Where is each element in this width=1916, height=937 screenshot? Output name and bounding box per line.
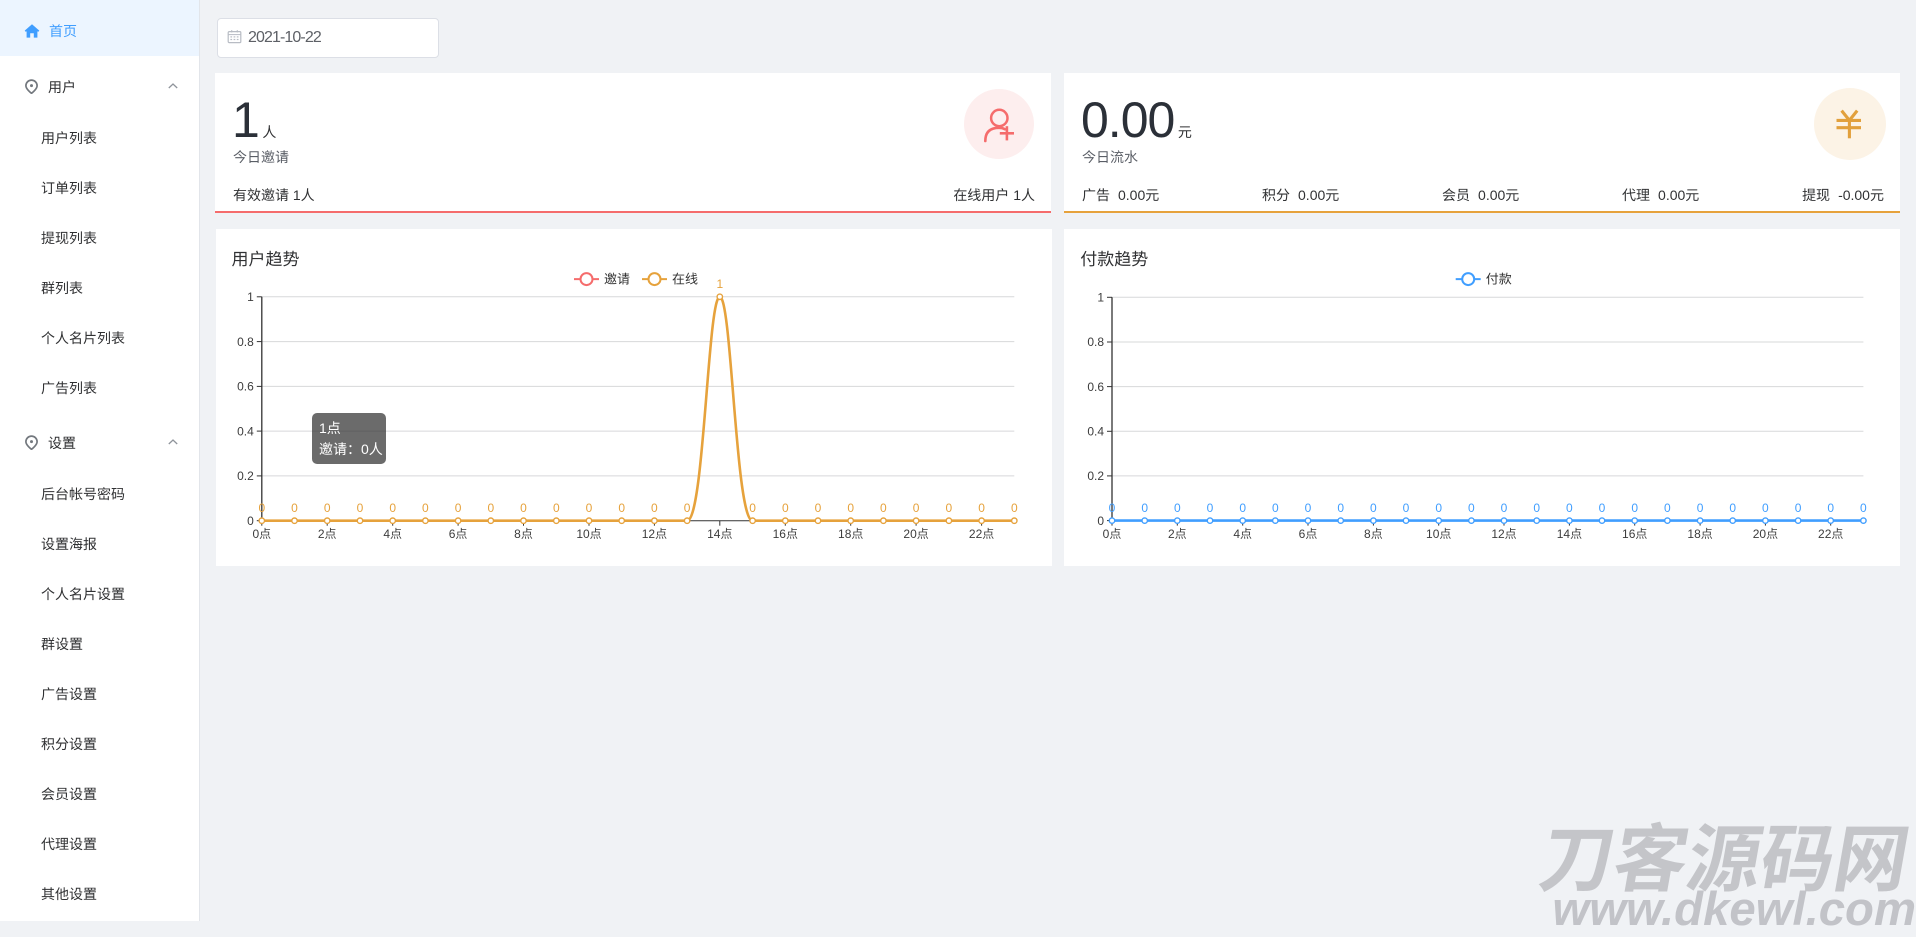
svg-text:0: 0: [847, 501, 854, 515]
svg-text:0: 0: [487, 501, 494, 515]
svg-text:0.6: 0.6: [237, 379, 254, 393]
svg-text:0: 0: [1730, 500, 1737, 514]
svg-text:1: 1: [1098, 290, 1105, 304]
svg-text:0: 0: [1338, 500, 1345, 514]
svg-text:0: 0: [1305, 500, 1312, 514]
svg-text:20点: 20点: [903, 527, 928, 541]
svg-text:付款: 付款: [1486, 271, 1512, 286]
svg-text:0.6: 0.6: [1088, 379, 1105, 393]
svg-text:0: 0: [585, 501, 592, 515]
svg-text:0点: 0点: [1103, 527, 1122, 541]
svg-text:0: 0: [1207, 500, 1214, 514]
svg-text:0: 0: [1664, 500, 1671, 514]
svg-text:0: 0: [749, 501, 756, 515]
svg-text:1: 1: [247, 290, 254, 304]
svg-text:0: 0: [356, 501, 363, 515]
svg-text:0: 0: [422, 501, 429, 515]
svg-text:0: 0: [1599, 500, 1606, 514]
svg-text:0: 0: [1566, 500, 1573, 514]
svg-text:0: 0: [1468, 500, 1475, 514]
svg-text:12点: 12点: [1492, 527, 1517, 541]
svg-text:0.4: 0.4: [237, 424, 254, 438]
svg-text:22点: 22点: [1818, 527, 1843, 541]
svg-text:0: 0: [1098, 513, 1105, 527]
svg-text:0点: 0点: [252, 527, 271, 541]
svg-text:6点: 6点: [448, 527, 467, 541]
svg-text:20点: 20点: [1753, 527, 1778, 541]
svg-text:18点: 18点: [838, 527, 863, 541]
svg-text:0: 0: [1860, 500, 1867, 514]
svg-text:在线: 在线: [672, 271, 698, 286]
svg-text:16点: 16点: [1622, 527, 1647, 541]
svg-text:0: 0: [1632, 500, 1639, 514]
svg-text:0: 0: [880, 501, 887, 515]
svg-text:0: 0: [1403, 500, 1410, 514]
svg-text:0: 0: [1697, 500, 1704, 514]
svg-text:0: 0: [1174, 500, 1181, 514]
svg-text:4点: 4点: [1234, 527, 1253, 541]
svg-text:0: 0: [1501, 500, 1508, 514]
svg-text:14点: 14点: [1557, 527, 1582, 541]
svg-text:22点: 22点: [968, 527, 993, 541]
svg-text:0: 0: [291, 501, 298, 515]
svg-text:0.2: 0.2: [1088, 469, 1105, 483]
svg-text:0: 0: [618, 501, 625, 515]
svg-text:0.2: 0.2: [237, 469, 254, 483]
svg-text:0: 0: [978, 501, 985, 515]
svg-text:18点: 18点: [1688, 527, 1713, 541]
svg-text:12点: 12点: [641, 527, 666, 541]
svg-text:0: 0: [945, 501, 952, 515]
svg-text:4点: 4点: [383, 527, 402, 541]
svg-text:0.8: 0.8: [1088, 335, 1105, 349]
svg-text:邀请: 邀请: [604, 271, 630, 286]
svg-text:0: 0: [814, 501, 821, 515]
svg-text:2点: 2点: [317, 527, 336, 541]
svg-text:0: 0: [781, 501, 788, 515]
svg-text:0: 0: [454, 501, 461, 515]
svg-text:0: 0: [651, 501, 658, 515]
svg-text:0: 0: [323, 501, 330, 515]
svg-text:0.4: 0.4: [1088, 424, 1105, 438]
svg-text:0: 0: [1762, 500, 1769, 514]
svg-text:1: 1: [716, 277, 723, 291]
svg-text:6点: 6点: [1299, 527, 1318, 541]
svg-text:14点: 14点: [707, 527, 732, 541]
svg-text:8点: 8点: [514, 527, 533, 541]
svg-text:0: 0: [389, 501, 396, 515]
svg-text:0: 0: [258, 501, 265, 515]
svg-text:8点: 8点: [1364, 527, 1383, 541]
svg-text:0: 0: [1142, 500, 1149, 514]
svg-text:16点: 16点: [772, 527, 797, 541]
svg-text:0: 0: [1795, 500, 1802, 514]
svg-text:0: 0: [1109, 500, 1116, 514]
svg-text:0: 0: [1240, 500, 1247, 514]
svg-text:10点: 10点: [1426, 527, 1451, 541]
svg-text:2点: 2点: [1168, 527, 1187, 541]
svg-text:0: 0: [1272, 500, 1279, 514]
svg-text:0: 0: [552, 501, 559, 515]
svg-text:0: 0: [247, 514, 254, 528]
svg-text:0: 0: [520, 501, 527, 515]
svg-text:0.8: 0.8: [237, 334, 254, 348]
svg-text:0: 0: [1370, 500, 1377, 514]
svg-text:0: 0: [1828, 500, 1835, 514]
svg-text:0: 0: [1534, 500, 1541, 514]
svg-text:0: 0: [683, 501, 690, 515]
svg-text:10点: 10点: [576, 527, 601, 541]
svg-text:0: 0: [1436, 500, 1443, 514]
svg-text:0: 0: [912, 501, 919, 515]
svg-text:0: 0: [1010, 501, 1017, 515]
